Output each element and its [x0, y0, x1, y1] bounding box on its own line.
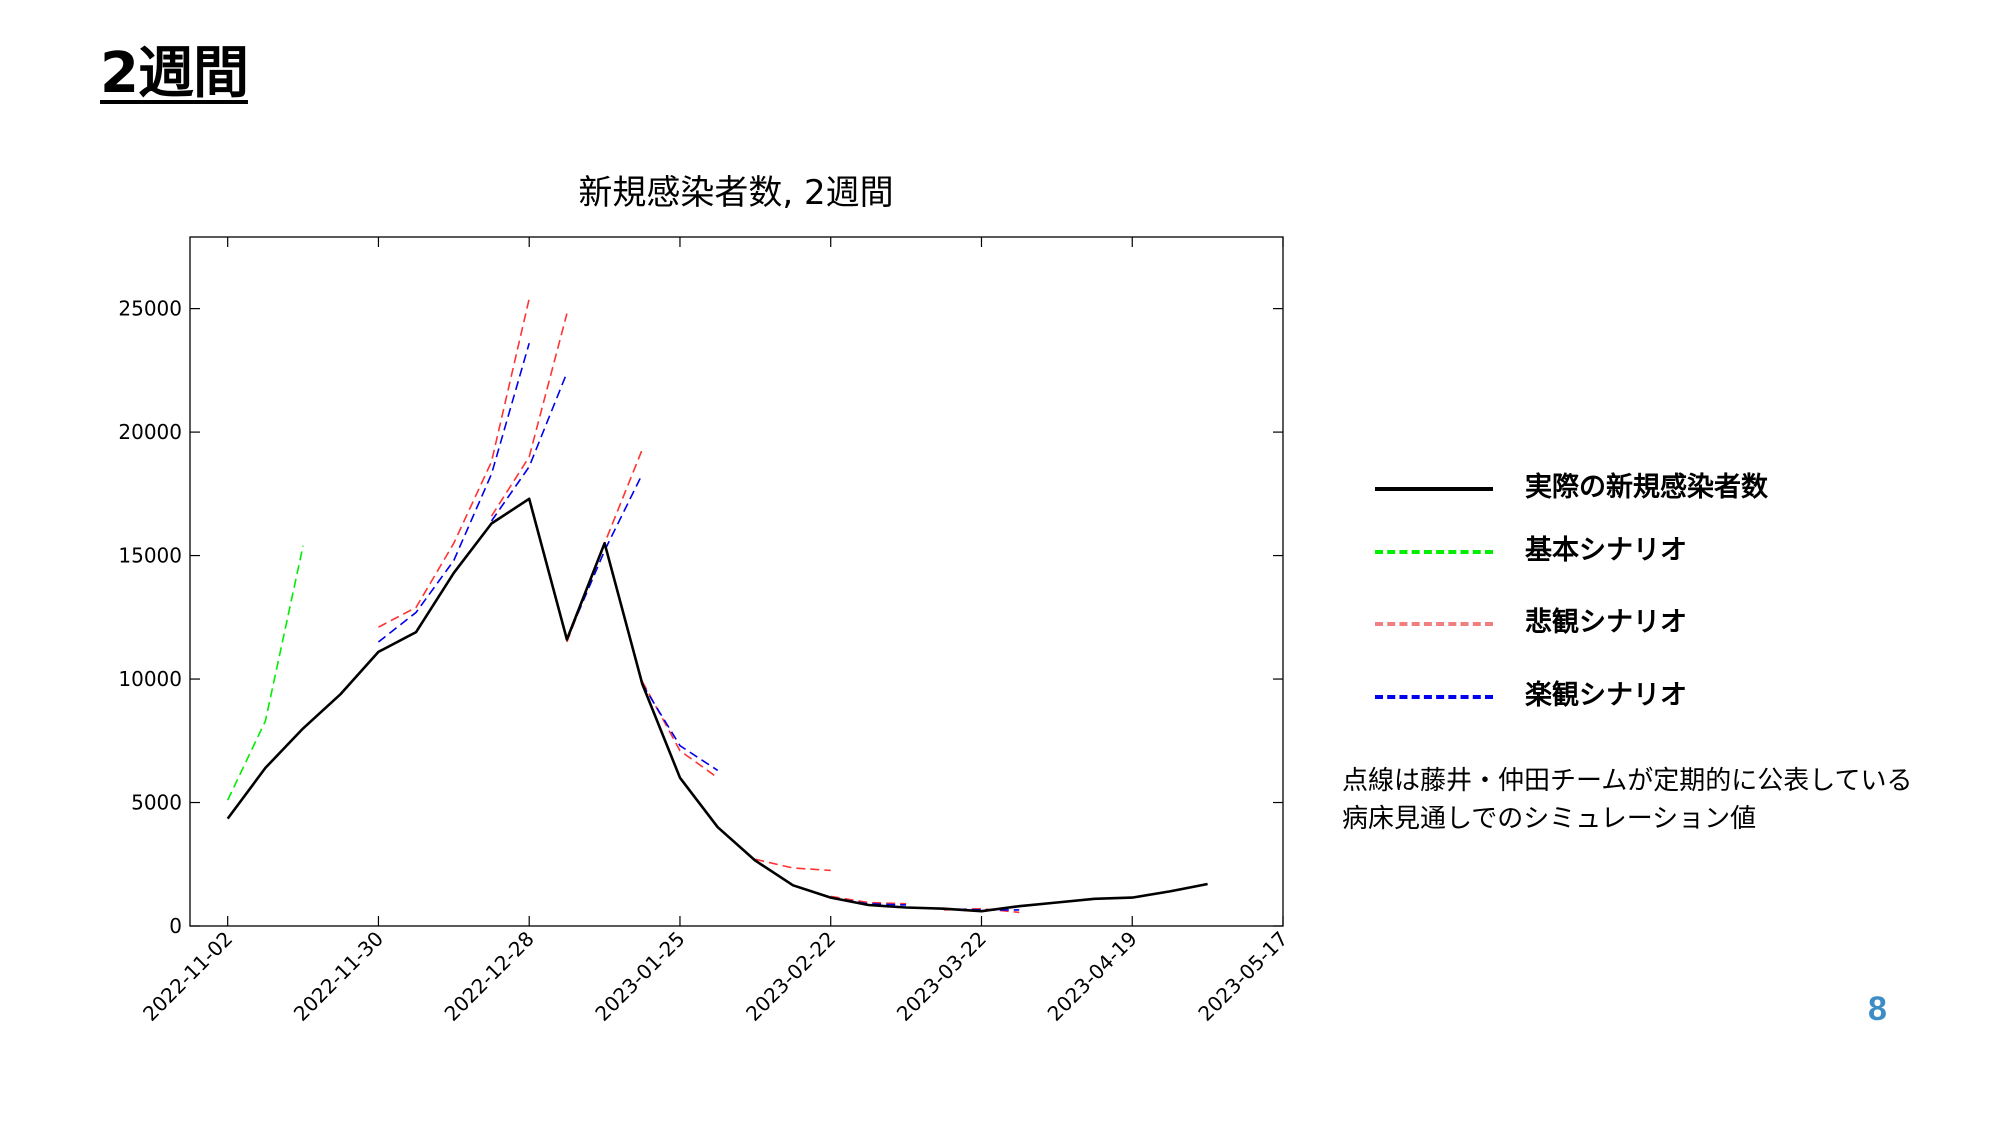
x-tick-label: 2023-05-17	[1193, 927, 1292, 1026]
page-number: 8	[1868, 990, 1887, 1028]
x-tick-label: 2023-01-25	[590, 927, 689, 1026]
legend-label-optimistic: 楽観シナリオ	[1525, 680, 1687, 711]
series-line-scenario	[830, 896, 907, 906]
plot-frame	[189, 236, 1284, 927]
axes: 0 5000 10000 15000 20000 25000 2022-11-02 2022-…	[118, 237, 1293, 1026]
legend-label-actual: 実際の新規感染者数	[1525, 472, 1768, 503]
legend-swatch-actual	[1375, 487, 1493, 491]
y-tick-label: 25000	[118, 297, 182, 321]
series-line-scenario	[566, 473, 644, 640]
series-line-scenario	[226, 545, 304, 801]
note-line: 点線は藤井・仲田チームが定期的に公表している	[1342, 766, 1913, 796]
x-tick-label: 2022-12-28	[440, 927, 539, 1026]
x-tick-label: 2023-04-19	[1043, 927, 1142, 1026]
series-line-scenario	[943, 907, 1020, 914]
legend-item-actual: 実際の新規感染者数	[1365, 468, 1825, 508]
y-tick-label: 5000	[131, 791, 182, 815]
x-tick-label: 2022-11-30	[289, 927, 388, 1026]
series-line-scenario	[641, 683, 719, 772]
series-line-scenario	[490, 372, 568, 522]
legend-label-base: 基本シナリオ	[1525, 535, 1687, 566]
series-line-scenario	[490, 313, 568, 517]
legend-label-pessimistic: 悲観シナリオ	[1525, 607, 1687, 638]
series-line-scenario	[378, 298, 530, 628]
legend-item-optimistic: 楽観シナリオ	[1365, 676, 1825, 716]
legend-swatch-pessimistic	[1375, 622, 1493, 626]
legend-swatch-base	[1375, 550, 1493, 554]
series-line-scenario	[755, 858, 831, 872]
y-tick-label: 20000	[118, 420, 182, 444]
y-tick-label: 10000	[118, 667, 182, 691]
x-tick-label: 2022-11-02	[138, 927, 237, 1026]
series-line-scenario	[641, 681, 719, 779]
series-layer	[226, 298, 1208, 914]
y-tick-label: 15000	[118, 544, 182, 568]
legend-item-pessimistic: 悲観シナリオ	[1365, 603, 1825, 643]
note-text: 点線は藤井・仲田チームが定期的に公表している 病床見通しでのシミュレーション値	[1342, 762, 1982, 838]
x-tick-label: 2023-03-22	[892, 927, 991, 1026]
legend-swatch-optimistic	[1375, 695, 1493, 699]
slide-heading: 2週間	[100, 41, 249, 106]
chart-title: 新規感染者数, 2週間	[578, 173, 893, 213]
series-line-scenario	[830, 895, 907, 905]
legend-item-base: 基本シナリオ	[1365, 531, 1825, 571]
series-line-scenario	[377, 342, 530, 643]
x-tick-label: 2023-02-22	[741, 927, 840, 1026]
series-line-scenario	[943, 907, 1020, 911]
note-line: 病床見通しでのシミュレーション値	[1342, 804, 1757, 834]
series-line-actual	[226, 497, 1208, 913]
y-tick-label: 0	[169, 914, 182, 938]
